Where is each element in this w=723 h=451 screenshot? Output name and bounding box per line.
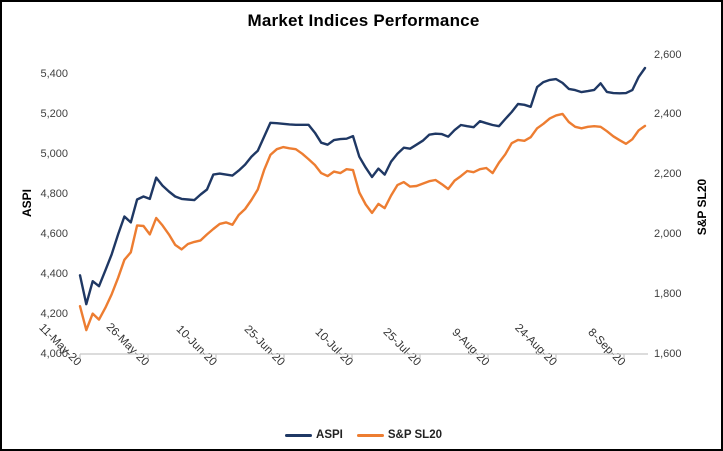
legend-label-s-p-sl20: S&P SL20	[387, 429, 442, 441]
legend-item-s-p-sl20: S&P SL20	[356, 429, 442, 441]
y-tick-label: 4,400	[40, 267, 68, 280]
legend-swatch-s-p-sl20	[356, 433, 384, 437]
chart-title: Market Indices Performance	[247, 11, 480, 30]
legend: ASPI S&P SL20	[2, 429, 721, 441]
y-tick-label: 5,400	[40, 68, 68, 81]
y-tick-label: 4,200	[40, 307, 68, 320]
y-tick-label: 5,200	[40, 108, 68, 121]
y-tick-label: 1,800	[654, 287, 682, 300]
legend-swatch-aspi	[285, 433, 313, 437]
s-p-sl20-line	[78, 112, 647, 332]
aspi-line	[78, 66, 647, 306]
plot-area	[78, 66, 648, 359]
legend-label-aspi: ASPI	[316, 429, 343, 441]
y-tick-label: 2,000	[654, 227, 682, 240]
right-axis-title: S&P SL20	[695, 178, 709, 236]
y-tick-label: 4,600	[40, 227, 68, 240]
y-tick-label: 2,600	[654, 48, 682, 61]
y-tick-label: 1,600	[654, 347, 682, 360]
y-tick-label: 2,200	[654, 168, 682, 181]
y-tick-label: 4,000	[40, 347, 68, 360]
legend-item-aspi: ASPI	[285, 429, 343, 441]
y-tick-label: 5,000	[40, 148, 68, 161]
y-tick-label: 2,400	[654, 108, 682, 121]
y-tick-label: 4,800	[40, 188, 68, 201]
